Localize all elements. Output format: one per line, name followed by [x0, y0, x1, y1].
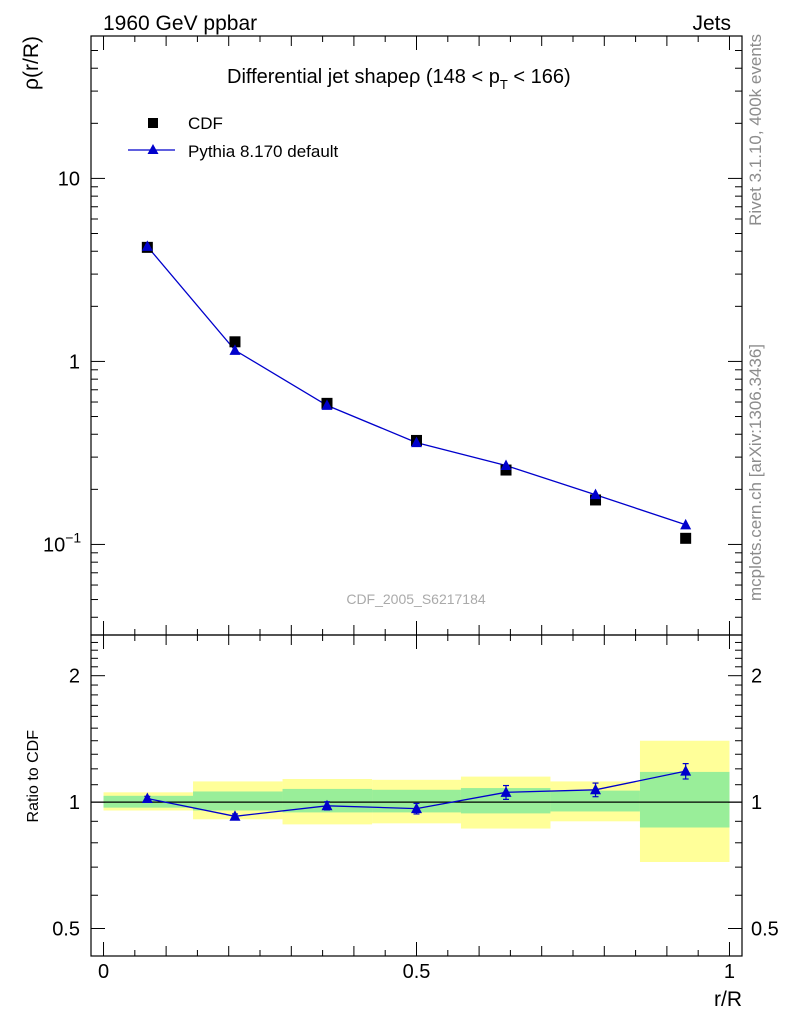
ratio-point-0: [141, 792, 153, 803]
pythia-point-3: [411, 436, 422, 448]
x-axis-label: r/R: [714, 988, 742, 1011]
chart-title: Differential jet shapeρ (148 < pT < 166): [227, 66, 571, 92]
ratio-ticks: 2 2 1 1 0.5 0.5: [52, 641, 779, 940]
x-ticks: 0 0.5 1: [98, 36, 735, 983]
cdf-point-6: [680, 532, 692, 544]
ratio-uncertainty-bands: [103, 740, 730, 862]
cdf-point-5: [590, 494, 602, 506]
pythia-point-4: [500, 459, 512, 470]
main-series-layer: [141, 240, 692, 544]
legend-entry-pythia: Pythia 8.170 default: [188, 142, 339, 161]
header-left-label: 1960 GeV ppbar: [103, 12, 257, 35]
cdf-point-4: [500, 464, 512, 476]
ratio-point-5: [590, 783, 602, 795]
cdf-point-1: [229, 336, 241, 348]
ratio-y-axis-label: Ratio to CDF: [25, 730, 42, 823]
chart-title-main: Differential jet shapeρ (148 < p: [227, 66, 500, 88]
ratio-band-inner-6: [639, 771, 730, 828]
ratio-band-inner-1: [193, 791, 283, 811]
pythia-point-6: [680, 518, 692, 530]
ratio-point-4: [500, 786, 512, 797]
ratio-y-tick-label-right-1: 1: [751, 792, 762, 814]
mcplots-info-label: mcplots.cern.ch [arXiv:1306.3436]: [746, 344, 765, 601]
ratio-series-layer: [141, 763, 692, 821]
x-tick-label-2: 1: [724, 961, 735, 983]
header-right-label: Jets: [692, 12, 731, 35]
pythia-line: [146, 245, 686, 526]
x-tick-label-1: 0.5: [403, 961, 431, 983]
main-y-ticks: 10 1 10−1: [43, 35, 742, 618]
ratio-y-tick-label-right-2: 0.5: [751, 918, 779, 940]
x-tick-label-0: 0: [98, 961, 109, 983]
pythia-point-2: [321, 399, 333, 410]
ratio-y-tick-label-right-0: 2: [751, 666, 762, 688]
ratio-y-tick-label-left-0: 2: [69, 666, 80, 688]
ratio-point-6: [680, 765, 692, 776]
legend-entry-cdf: CDF: [188, 114, 223, 133]
chart-title-sub: T: [500, 77, 508, 92]
main-y-axis-label: ρ(r/R): [20, 36, 43, 90]
main-y-tick-label-2: 10−1: [43, 529, 81, 556]
pythia-point-1: [229, 344, 241, 355]
pythia-point-0: [141, 240, 153, 251]
main-y-tick-label-sup: −1: [65, 529, 81, 545]
ratio-y-tick-label-left-2: 0.5: [52, 918, 80, 940]
ratio-point-1: [229, 810, 241, 821]
watermark-label: CDF_2005_S6217184: [346, 591, 486, 607]
legend-pythia-marker: [147, 144, 159, 154]
legend-cdf-marker: [148, 118, 158, 128]
main-y-tick-label-0: 10: [58, 168, 80, 190]
ratio-band-inner-5: [550, 790, 640, 812]
ratio-point-2: [321, 799, 333, 811]
main-y-tick-label-1: 1: [69, 351, 80, 373]
ratio-band-inner-3: [372, 789, 461, 813]
chart-title-end: < 166): [508, 66, 571, 88]
pythia-point-5: [590, 488, 602, 500]
legend: CDF Pythia 8.170 default: [128, 114, 339, 161]
ratio-y-tick-label-left-1: 1: [69, 792, 80, 814]
ratio-point-3: [411, 802, 422, 814]
rivet-info-label: Rivet 3.1.10, 400k events: [746, 34, 765, 226]
